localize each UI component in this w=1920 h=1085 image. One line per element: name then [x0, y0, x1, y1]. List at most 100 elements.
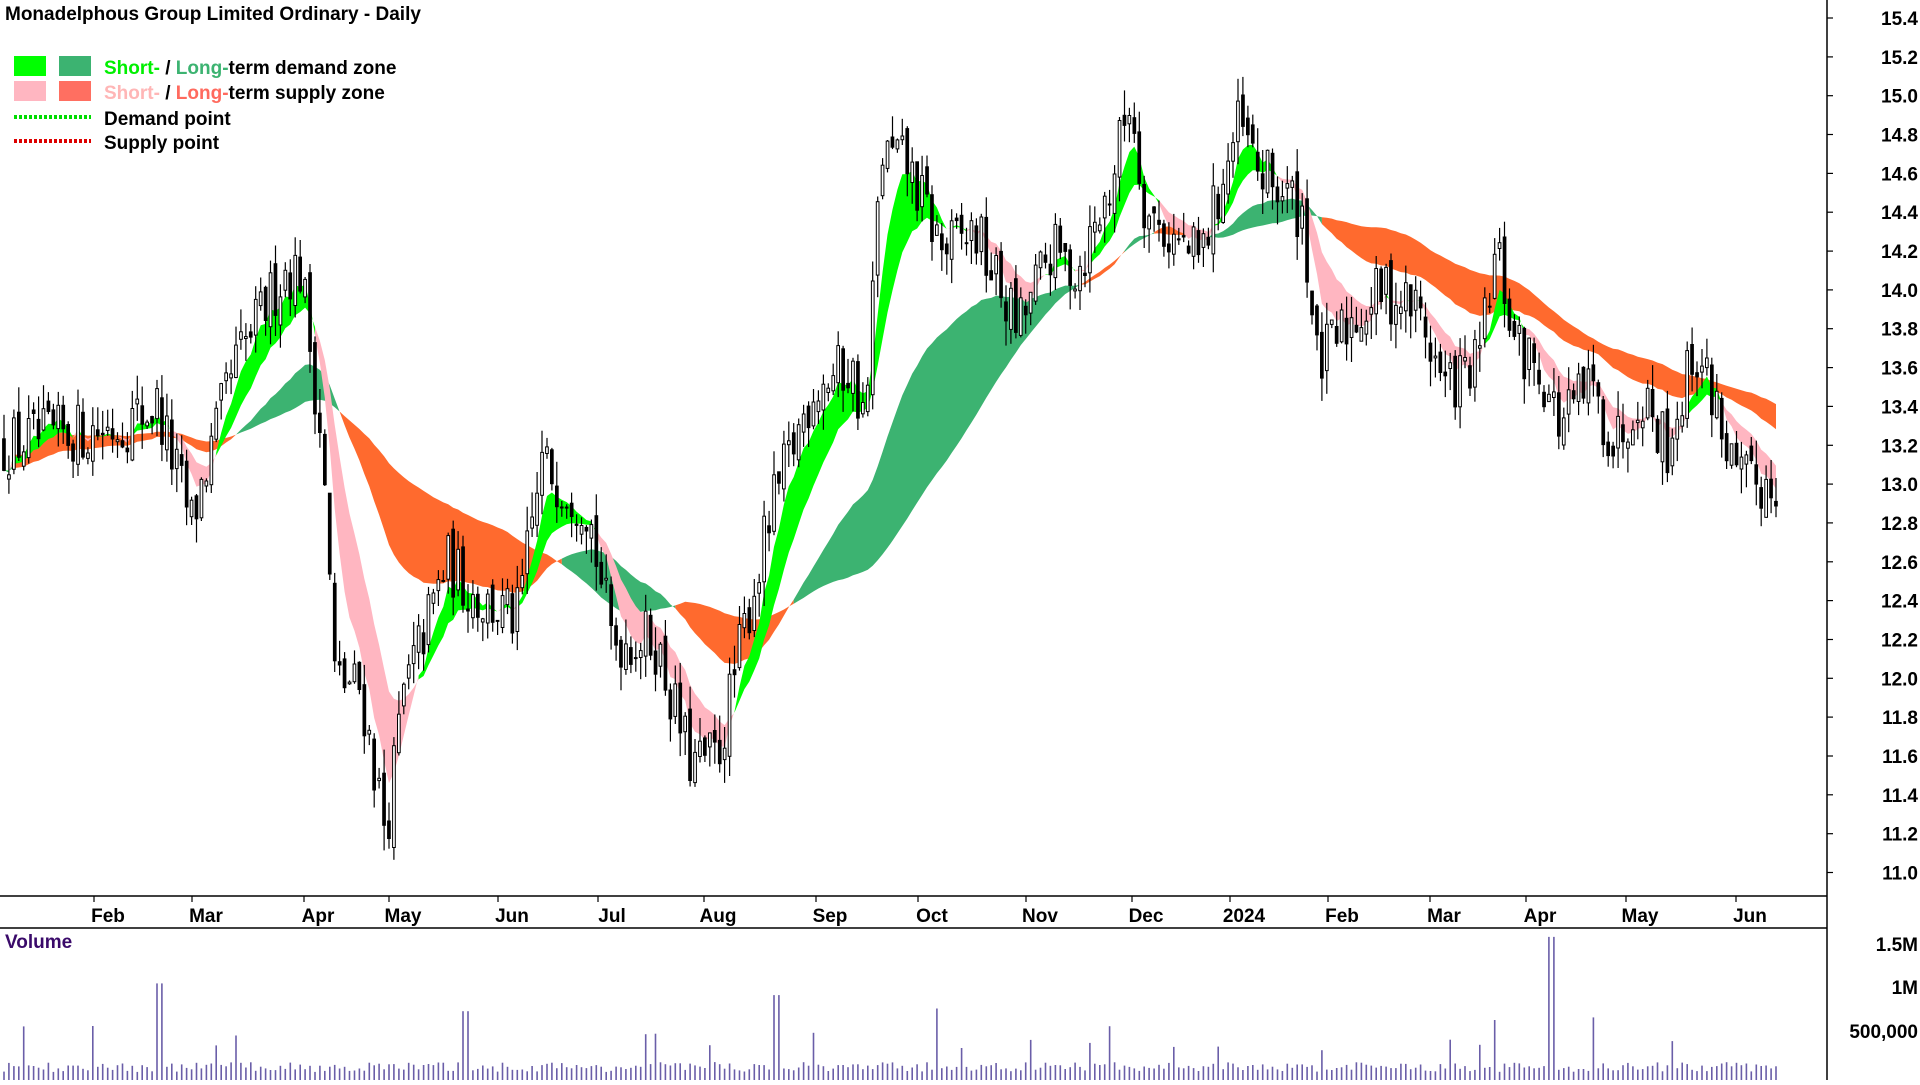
- candle-body: [372, 738, 376, 791]
- long-term-zone-demand: [793, 284, 1080, 604]
- candle-body: [633, 657, 638, 660]
- price-tick-label: 12.8: [1881, 514, 1918, 535]
- candle-body: [1038, 251, 1043, 269]
- candle-body: [757, 582, 761, 594]
- candle-body: [471, 594, 475, 619]
- candle-body: [1522, 327, 1527, 380]
- candle-body: [693, 751, 697, 784]
- candle-body: [1275, 186, 1280, 203]
- long-term-zone-demand: [1124, 232, 1155, 252]
- candle-body: [510, 593, 515, 634]
- candle-body: [836, 345, 840, 384]
- legend-label: Short- / Long-term supply zone: [104, 83, 385, 104]
- candle-body: [1053, 223, 1058, 279]
- legend-label-part: Short-: [104, 58, 160, 79]
- candle-body: [525, 530, 530, 575]
- candle-body: [278, 296, 283, 326]
- candle-body: [1137, 131, 1142, 184]
- candle-body: [1236, 100, 1240, 143]
- short-term-zone-demand: [4, 470, 9, 472]
- candle-body: [668, 689, 673, 720]
- candle-body: [451, 528, 455, 598]
- candle-body: [900, 135, 905, 141]
- candle-body: [1581, 366, 1586, 399]
- candle-body: [683, 715, 687, 733]
- candle-body: [31, 409, 36, 414]
- candle-body: [1265, 149, 1270, 194]
- candle-body: [500, 595, 505, 628]
- candle-body: [648, 614, 653, 656]
- legend-label-part: Demand point: [104, 109, 231, 130]
- candle-body: [1241, 94, 1245, 127]
- candle-body: [935, 224, 939, 236]
- candle-body: [204, 480, 209, 487]
- candle-body: [1413, 289, 1418, 311]
- month-label: Dec: [1129, 906, 1164, 927]
- candle-body: [1162, 223, 1166, 247]
- candle-body: [550, 449, 554, 485]
- candle-body: [1616, 415, 1620, 449]
- candle-body: [1650, 389, 1655, 418]
- candle-body: [41, 408, 46, 431]
- candle-body: [574, 523, 579, 526]
- candle-body: [811, 401, 816, 427]
- short-term-zone-demand: [1089, 146, 1159, 265]
- candle-body: [1754, 464, 1759, 485]
- candle-body: [959, 214, 964, 234]
- candle-body: [870, 280, 875, 396]
- candle-body: [1122, 114, 1127, 126]
- short-term-zone-demand: [734, 170, 947, 713]
- candle-body: [2, 438, 6, 471]
- candle-body: [12, 417, 16, 470]
- candle-body: [619, 639, 623, 668]
- candle-body: [367, 729, 372, 735]
- month-label: Aug: [700, 906, 737, 927]
- candle-body: [81, 411, 85, 458]
- candle-body: [1774, 500, 1778, 507]
- candle-body: [1660, 411, 1665, 463]
- candle-body: [199, 478, 204, 519]
- candle-body: [727, 673, 732, 757]
- candle-body: [7, 474, 11, 480]
- candle-body: [1329, 319, 1334, 325]
- candle-body: [969, 220, 974, 241]
- legend-label-part: term supply zone: [229, 83, 385, 104]
- candle-body: [1147, 215, 1152, 230]
- price-tick-label: 12.4: [1881, 592, 1918, 613]
- candle-body: [56, 404, 61, 430]
- candle-body: [712, 730, 717, 743]
- candle-body: [165, 415, 169, 451]
- candle-body: [1004, 301, 1008, 322]
- price-tick-label: 14.0: [1881, 281, 1918, 302]
- candle-body: [910, 161, 915, 184]
- candle-body: [402, 683, 406, 707]
- candle-body: [609, 584, 613, 626]
- short-term-zone-demand: [1045, 256, 1076, 275]
- price-tick-label: 12.2: [1881, 631, 1918, 652]
- candle-body: [431, 592, 436, 604]
- candle-body: [1626, 441, 1630, 449]
- candle-body: [1759, 487, 1764, 509]
- short-term-zone-supply: [1277, 176, 1387, 327]
- candle-body: [1497, 242, 1502, 249]
- candle-body: [1364, 320, 1369, 335]
- candle-body: [1206, 236, 1211, 246]
- candle-body: [841, 348, 845, 391]
- candle-body: [1320, 331, 1324, 379]
- candle-body: [352, 663, 357, 683]
- candle-body: [323, 433, 327, 486]
- month-label: Jun: [495, 906, 529, 927]
- candle-body: [782, 443, 786, 490]
- candle-body: [643, 610, 648, 657]
- candle-body: [342, 658, 347, 689]
- candle-body: [831, 375, 836, 392]
- candle-body: [653, 650, 658, 675]
- candle-body: [1734, 442, 1739, 466]
- candle-body: [737, 624, 742, 669]
- legend-label-part: /: [160, 83, 176, 104]
- candle-body: [1270, 152, 1275, 188]
- candle-body: [239, 331, 243, 340]
- legend-label-part: /: [160, 58, 176, 79]
- candle-body: [125, 447, 130, 453]
- candle-body: [1399, 306, 1403, 315]
